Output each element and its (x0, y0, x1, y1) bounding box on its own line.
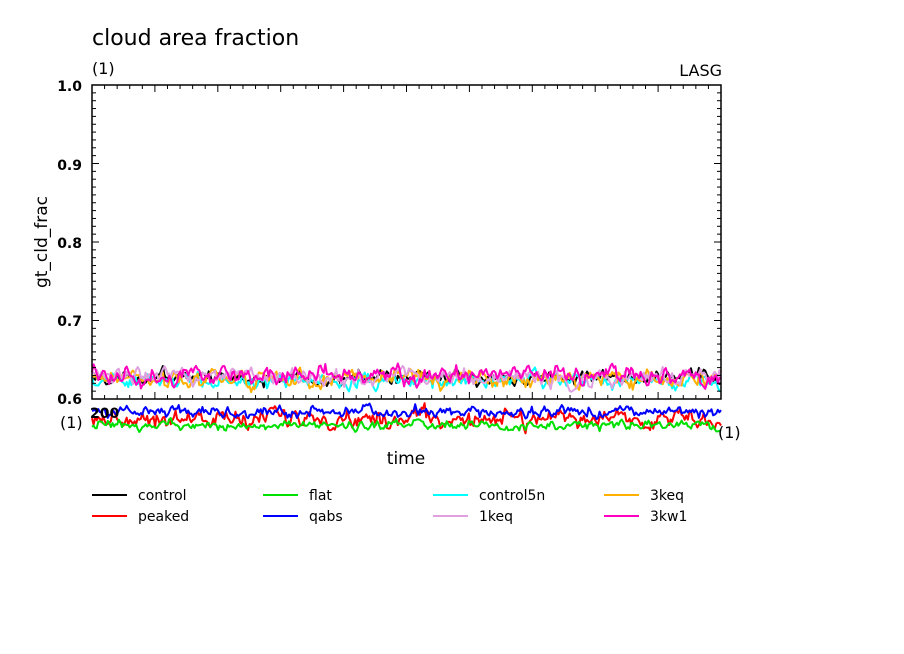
plot-series-group (91, 362, 722, 435)
chart-subtitle-unit: (1) (92, 59, 115, 78)
series-line-1keq (91, 365, 722, 393)
y-tick-label: 1.0 (57, 79, 82, 95)
chart-source-label: LASG (679, 61, 722, 80)
chart-title: cloud area fraction (92, 26, 299, 51)
legend-label: control (138, 488, 187, 504)
legend-label: 1keq (479, 509, 513, 525)
legend-label: peaked (138, 509, 189, 525)
x-tick-label: 200 (90, 406, 119, 422)
series-line-qabs (91, 402, 722, 421)
y-tick-label: 0.7 (57, 314, 82, 330)
x-axis-left-unit: (1) (60, 413, 83, 432)
y-tick-label: 0.9 (57, 158, 82, 174)
legend: control peaked flat qabs control5n 1keq … (92, 488, 687, 525)
y-axis-label: gt_cld_frac (32, 196, 52, 288)
x-axis-ticks (91, 85, 722, 399)
y-axis-ticks (92, 84, 721, 400)
legend-label: control5n (479, 488, 545, 504)
y-tick-label: 0.8 (57, 236, 82, 252)
series-line-3kw1 (91, 362, 722, 390)
x-axis-right-unit: (1) (718, 423, 741, 442)
legend-label: 3keq (650, 488, 684, 504)
legend-label: flat (309, 488, 332, 504)
plot-frame (91, 84, 722, 400)
y-tick-label: 0.6 (57, 392, 82, 408)
series-line-flat (91, 417, 722, 433)
legend-label: 3kw1 (650, 509, 687, 525)
x-axis-label: time (387, 449, 425, 469)
legend-label: qabs (309, 509, 343, 525)
